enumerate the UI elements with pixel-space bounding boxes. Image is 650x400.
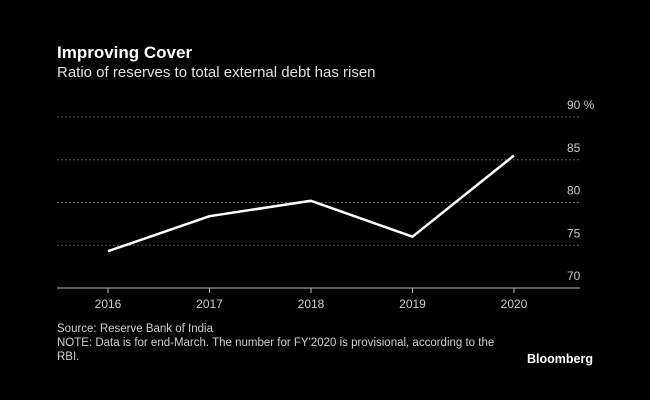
x-tick-label: 2018 — [298, 297, 325, 311]
gridlines — [57, 116, 580, 246]
series-line — [107, 154, 515, 253]
y-tick-label: 90 % — [567, 98, 595, 112]
y-tick-label: 85 — [567, 141, 581, 155]
x-tick-label: 2017 — [196, 297, 223, 311]
footnote: NOTE: Data is for end-March. The number … — [57, 337, 495, 363]
chart-subtitle: Ratio of reserves to total external debt… — [57, 64, 376, 81]
x-tick-label: 2016 — [95, 297, 122, 311]
y-tick-label: 70 — [567, 269, 581, 283]
x-tick-label: 2019 — [399, 297, 426, 311]
y-tick-label: 80 — [567, 184, 581, 198]
x-tick-labels: 2016 2017 2018 2019 2020 — [95, 288, 528, 311]
x-tick-label: 2020 — [501, 297, 528, 311]
y-tick-labels: 70 75 80 85 90 % — [567, 98, 595, 283]
source-note: Source: Reserve Bank of India — [57, 323, 213, 335]
chart-title: Improving Cover — [57, 43, 193, 62]
bloomberg-logo: Bloomberg — [527, 352, 593, 366]
y-tick-label: 75 — [567, 226, 581, 240]
chart-footer: Source: Reserve Bank of India NOTE: Data… — [57, 322, 517, 364]
